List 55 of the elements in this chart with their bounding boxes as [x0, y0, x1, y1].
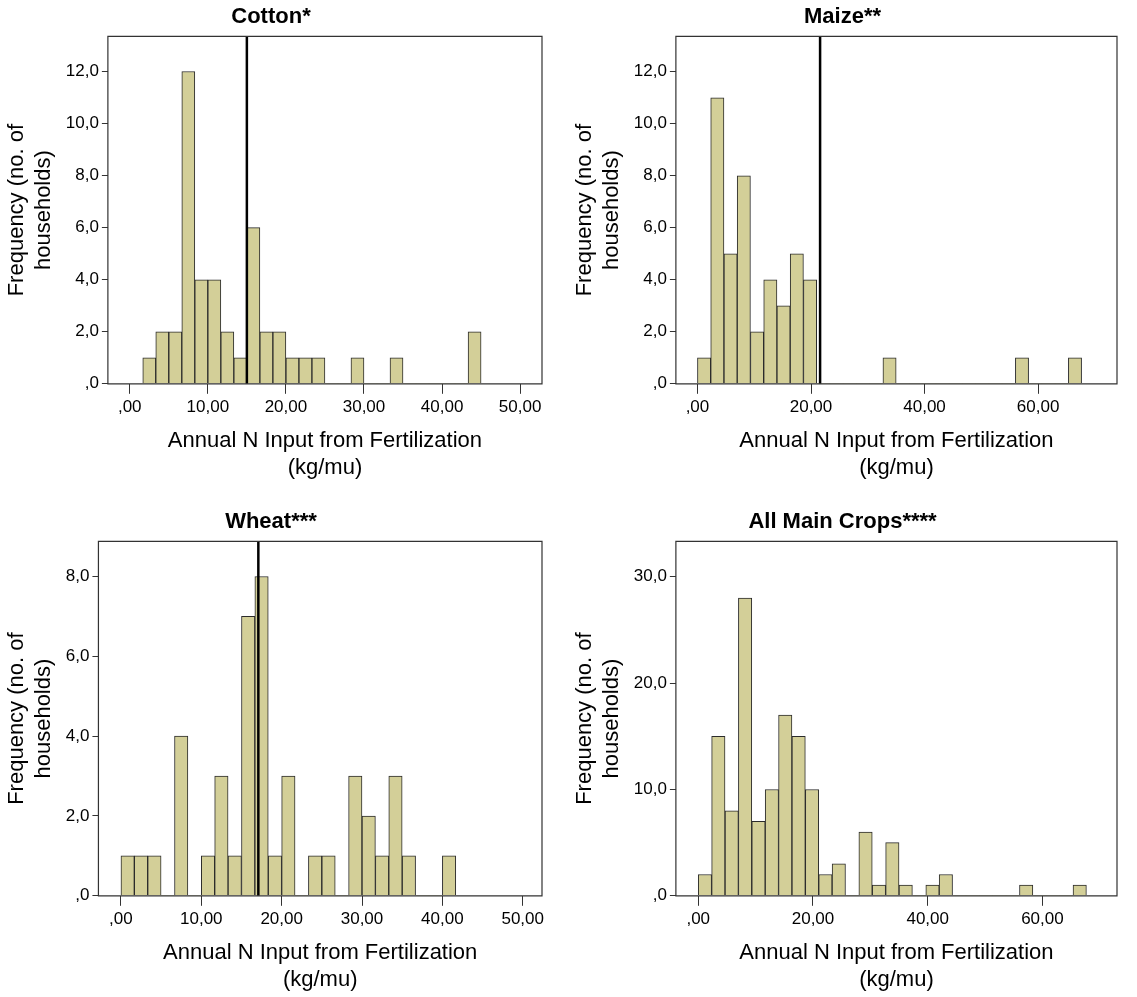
x-tick-label: ,00	[685, 396, 710, 416]
x-tick-label: 40,00	[421, 908, 464, 928]
x-tick-label: ,00	[109, 908, 133, 928]
y-tick-label: 20,0	[633, 672, 667, 692]
x-tick-label: 30,00	[340, 908, 384, 928]
chart-title: Wheat***	[225, 508, 318, 534]
y-tick-label: 12,0	[65, 61, 99, 81]
x-tick-label: ,00	[117, 396, 142, 416]
x-axis-title: Annual N Input from Fertilization (kg/mu)	[739, 939, 1054, 991]
x-tick-label: 60,00	[1021, 908, 1064, 928]
x-axis-title: Annual N Input from Fertilization (kg/mu)	[739, 427, 1054, 479]
x-tick-label: 50,00	[501, 908, 544, 928]
x-tick-label: 20,00	[789, 396, 833, 416]
y-tick-label: 2,0	[65, 805, 90, 825]
y-tick-label: ,0	[75, 885, 90, 905]
x-tick-label: 30,00	[342, 396, 386, 416]
chart-title: Cotton*	[231, 3, 312, 29]
y-axis-title: Frequency (no. of households)	[571, 123, 623, 297]
y-tick-label: 6,0	[65, 646, 90, 666]
x-tick-label: 20,00	[264, 396, 308, 416]
y-tick-label: 10,0	[65, 113, 99, 133]
chart-title: All Main Crops****	[748, 508, 938, 534]
x-tick-label: 40,00	[906, 908, 949, 928]
y-axis-title: Frequency (no. of households)	[571, 631, 623, 805]
y-tick-label: 8,0	[75, 165, 99, 185]
y-tick-label: 10,0	[633, 113, 667, 133]
x-tick-label: ,00	[686, 908, 711, 928]
x-tick-label: 20,00	[791, 908, 835, 928]
x-tick-label: 20,00	[260, 908, 303, 928]
x-axis-title: Annual N Input from Fertilization (kg/mu)	[167, 427, 483, 479]
x-tick-label: 60,00	[1016, 396, 1060, 416]
y-tick-label: 4,0	[75, 269, 99, 289]
y-tick-label: 8,0	[643, 165, 667, 185]
y-tick-label: 6,0	[75, 217, 99, 237]
y-axis-title: Frequency (no. of households)	[3, 123, 55, 297]
x-tick-label: 40,00	[903, 396, 946, 416]
x-tick-label: 10,00	[180, 908, 223, 928]
y-tick-label: 6,0	[643, 217, 667, 237]
y-tick-label: 10,0	[633, 779, 667, 799]
y-tick-label: ,0	[84, 373, 99, 393]
y-tick-label: 4,0	[643, 269, 667, 289]
y-tick-label: 2,0	[643, 321, 667, 341]
x-tick-label: 10,00	[186, 396, 230, 416]
y-tick-label: ,0	[652, 373, 667, 393]
y-tick-label: 8,0	[65, 566, 90, 586]
y-tick-label: 4,0	[65, 725, 90, 745]
y-tick-label: 2,0	[75, 321, 99, 341]
y-tick-label: 12,0	[633, 61, 667, 81]
chart-title: Maize**	[803, 3, 882, 29]
x-tick-label: 50,00	[498, 396, 542, 416]
x-axis-title: Annual N Input from Fertilization (kg/mu)	[163, 939, 478, 991]
y-tick-label: 30,0	[633, 566, 667, 586]
x-tick-label: 40,00	[420, 396, 464, 416]
y-axis-title: Frequency (no. of households)	[3, 631, 55, 805]
y-tick-label: ,0	[652, 885, 667, 905]
